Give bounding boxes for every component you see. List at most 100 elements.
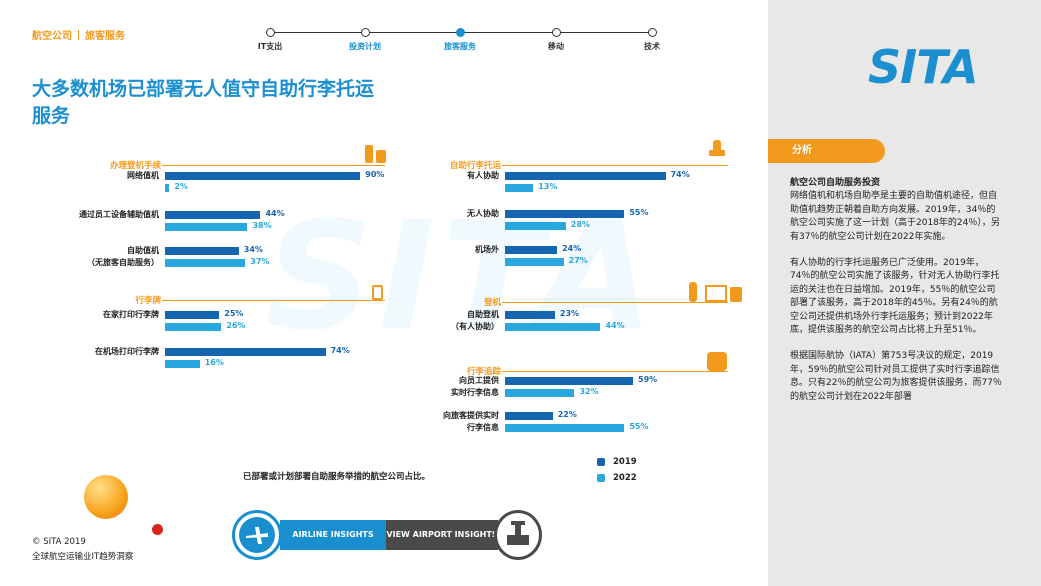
bar bbox=[505, 412, 553, 420]
category-label: 在机场打印行李牌 bbox=[95, 347, 159, 356]
page-title: 大多数机场已部署无人值守自助行李托运 服务 bbox=[32, 78, 375, 127]
bar bbox=[505, 172, 666, 180]
analysis-paragraph: 网络值机和机场自助亭是主要的自助值机途径，但自助值机趋势正朝着自助方向发展。20… bbox=[790, 191, 1000, 242]
breadcrumb-section: 航空公司 bbox=[32, 31, 72, 42]
value-label: 23% bbox=[559, 309, 580, 318]
airport-icon-shape bbox=[507, 521, 529, 545]
value-label: 74% bbox=[330, 346, 350, 355]
category-label: 在家打印行李牌 bbox=[103, 310, 159, 319]
bar bbox=[165, 211, 261, 219]
bar bbox=[505, 258, 564, 266]
bar bbox=[165, 172, 361, 180]
icon bbox=[705, 285, 727, 302]
nav-dot bbox=[647, 28, 657, 37]
value-label: 55% bbox=[629, 422, 649, 431]
analysis-heading: 航空公司自助服务投资 bbox=[790, 178, 881, 188]
breadcrumb: 航空公司 旅客服务 bbox=[32, 27, 125, 42]
legend-label: 2019 bbox=[613, 457, 637, 467]
nav-label: 技术 bbox=[644, 42, 660, 51]
category-label: 向员工提供 实时行李信息 bbox=[451, 376, 499, 397]
icon bbox=[713, 140, 721, 156]
nav-label: 投资计划 bbox=[349, 42, 381, 51]
value-label: 34% bbox=[243, 245, 263, 254]
value-label: 24% bbox=[562, 244, 582, 253]
airline-insights-button[interactable]: AIRLINE INSIGHTS bbox=[280, 520, 386, 550]
value-label: 16% bbox=[204, 358, 224, 367]
analysis-tab: 分析 bbox=[768, 139, 885, 163]
publication: 全球航空运输业IT趋势洞察 bbox=[32, 552, 134, 562]
icon bbox=[689, 282, 697, 302]
icon bbox=[730, 287, 742, 302]
bar bbox=[505, 246, 558, 254]
legend-label: 2022 bbox=[613, 473, 637, 483]
analysis-paragraph: 根据国际航协（IATA）第753号决议的规定，2019年，59％的航空公司针对员… bbox=[790, 351, 1002, 402]
category-label: 无人协助 bbox=[467, 209, 499, 218]
bar bbox=[165, 247, 239, 255]
value-label: 37% bbox=[250, 257, 270, 266]
bar bbox=[165, 360, 200, 368]
section-line bbox=[162, 300, 385, 302]
section-line bbox=[502, 165, 728, 167]
legend-swatch bbox=[597, 458, 605, 466]
category-label: 有人协助 bbox=[467, 171, 499, 180]
bar bbox=[505, 389, 575, 397]
section-title: 自助行李托运 bbox=[449, 161, 501, 171]
bar bbox=[505, 323, 601, 331]
category-label: 自助值机 （无旅客自助服务） bbox=[87, 246, 159, 267]
watermark: SITA bbox=[265, 190, 660, 364]
value-label: 26% bbox=[226, 321, 246, 330]
insight-buttons: AIRLINE INSIGHTS VIEW AIRPORT INSIGHTS bbox=[232, 510, 542, 560]
icon bbox=[707, 352, 727, 371]
separator bbox=[78, 30, 79, 40]
value-label: 55% bbox=[629, 208, 649, 217]
value-label: 27% bbox=[568, 256, 588, 265]
icon bbox=[372, 285, 383, 300]
section-line bbox=[162, 165, 385, 167]
bar bbox=[165, 184, 170, 192]
nav-label: 旅客服务 bbox=[444, 42, 476, 51]
section-title: 登机 bbox=[483, 298, 501, 308]
category-label: 机场外 bbox=[475, 245, 499, 254]
section-line bbox=[502, 371, 728, 373]
bar bbox=[165, 223, 248, 231]
section-line bbox=[502, 302, 728, 304]
copyright: © SITA 2019 bbox=[32, 537, 86, 547]
decor-ball bbox=[84, 475, 128, 519]
category-label: 通过员工设备辅助值机 bbox=[79, 210, 159, 219]
plane-icon bbox=[239, 517, 275, 553]
bar bbox=[505, 184, 534, 192]
value-label: 59% bbox=[638, 375, 658, 384]
nav-label: IT支出 bbox=[257, 42, 283, 51]
value-label: 22% bbox=[557, 410, 577, 419]
bar bbox=[505, 222, 566, 230]
icon bbox=[365, 145, 373, 163]
nav-label: 移动 bbox=[548, 42, 564, 51]
airline-icon bbox=[232, 510, 282, 560]
breadcrumb-subsection: 旅客服务 bbox=[85, 31, 125, 42]
bar bbox=[165, 311, 220, 319]
nav-dot bbox=[265, 28, 275, 37]
value-label: 44% bbox=[265, 209, 285, 218]
bar bbox=[505, 311, 555, 319]
legend-swatch bbox=[597, 474, 605, 482]
nav-dot bbox=[360, 28, 370, 37]
bar bbox=[505, 377, 634, 385]
value-label: 13% bbox=[538, 182, 558, 191]
bar bbox=[165, 348, 326, 356]
value-label: 2% bbox=[174, 182, 188, 191]
chart-note: 已部署或计划部署自助服务举措的航空公司占比。 bbox=[243, 472, 431, 482]
analysis-text: 航空公司自助服务投资 网络值机和机场自助亭是主要的自助值机途径，但自助值机趋势正… bbox=[790, 177, 1004, 417]
nav-dot bbox=[551, 28, 561, 37]
section-title: 办理登机手续 bbox=[109, 161, 161, 171]
bar bbox=[165, 323, 222, 331]
value-label: 28% bbox=[570, 220, 590, 229]
section-title: 行李牌 bbox=[135, 296, 161, 306]
value-label: 32% bbox=[579, 387, 599, 396]
icon bbox=[376, 150, 386, 163]
category-label: 向旅客提供实时 行李信息 bbox=[443, 411, 499, 432]
category-label: 网络值机 bbox=[127, 171, 159, 180]
airport-insights-button[interactable]: VIEW AIRPORT INSIGHTS bbox=[386, 520, 498, 550]
icon bbox=[709, 150, 725, 156]
value-label: 38% bbox=[252, 221, 272, 230]
